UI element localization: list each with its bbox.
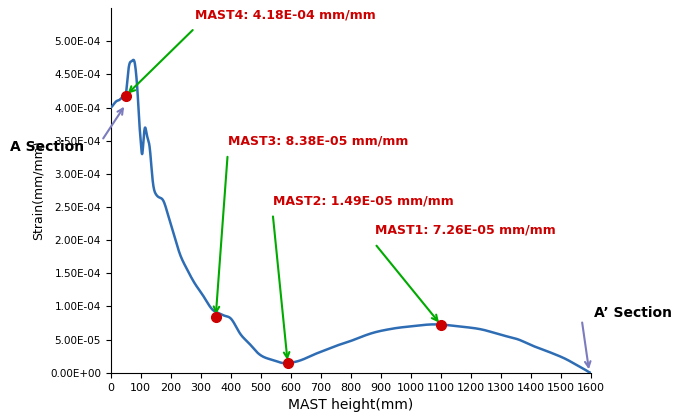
- Text: MAST4: 4.18E-04 mm/mm: MAST4: 4.18E-04 mm/mm: [195, 8, 375, 21]
- Text: MAST3: 8.38E-05 mm/mm: MAST3: 8.38E-05 mm/mm: [227, 134, 408, 147]
- Text: A Section: A Section: [10, 140, 84, 155]
- Text: MAST2: 1.49E-05 mm/mm: MAST2: 1.49E-05 mm/mm: [273, 194, 454, 207]
- X-axis label: MAST height(mm): MAST height(mm): [288, 398, 414, 412]
- Text: A’ Section: A’ Section: [593, 306, 672, 320]
- Text: MAST1: 7.26E-05 mm/mm: MAST1: 7.26E-05 mm/mm: [375, 224, 555, 237]
- Y-axis label: Strain(mm/mm): Strain(mm/mm): [31, 141, 44, 241]
